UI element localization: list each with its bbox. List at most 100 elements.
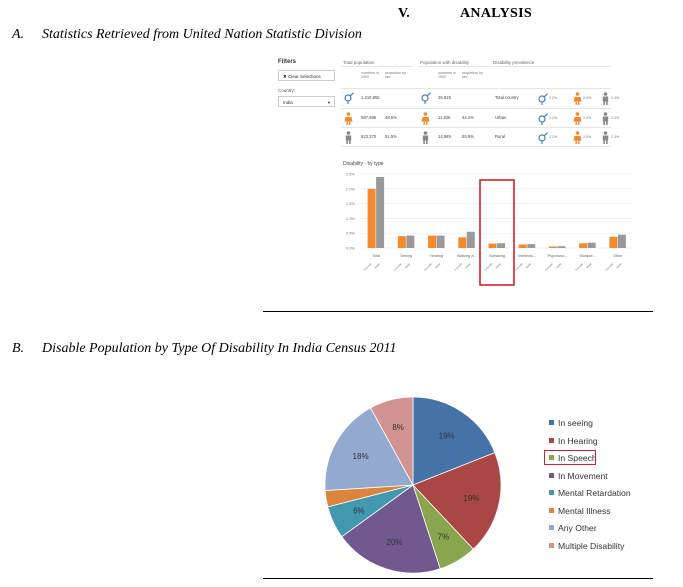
legend-label: In Speech xyxy=(558,453,597,463)
legend-label: Mental Retardation xyxy=(558,488,631,498)
bar-female xyxy=(518,244,527,248)
subsection-a-label: A. xyxy=(12,27,25,42)
male-person-icon xyxy=(422,131,429,144)
x-category-label: Psychoso... xyxy=(548,254,568,258)
gender-symbol-icon xyxy=(537,131,549,149)
pie-legend-item: In Movement xyxy=(549,471,608,481)
chevron-down-icon: ▼ xyxy=(327,100,331,105)
pie-slice xyxy=(324,407,414,491)
x-category-label: Walking a... xyxy=(457,254,477,258)
undata-dashboard-screenshot: Filters ✖ Clear Selections Country: Indi… xyxy=(275,56,652,298)
male-person-icon xyxy=(345,131,352,144)
y-tick-label: 1.5% xyxy=(346,201,356,206)
x-sub-label: Male xyxy=(585,262,593,270)
numbers-subhead: numbers in 1000 xyxy=(438,71,456,79)
section-title: ANALYSIS xyxy=(460,6,532,21)
y-tick-label: 1.0% xyxy=(346,216,356,221)
bar-chart-title: Disability - by type xyxy=(343,161,384,167)
pie-slice xyxy=(412,452,502,550)
legend-swatch xyxy=(549,472,554,478)
male-person-icon xyxy=(601,112,610,130)
prevalence-male-value: 2.3% xyxy=(611,116,620,120)
disability-population-male-pct: 55.9% xyxy=(462,134,474,139)
pie-slice-label: 19% xyxy=(439,432,455,441)
pie-slice xyxy=(370,396,414,486)
x-category-label: Hearing xyxy=(430,254,443,258)
pie-legend: In seeing In Hearing In Speech In Movement M… xyxy=(544,418,649,558)
bar-male xyxy=(527,244,536,248)
pie-legend-item: Mental Illness xyxy=(549,506,611,516)
subsection-b-title: Disable Population by Type Of Disability… xyxy=(42,341,397,356)
bar-male xyxy=(497,243,505,248)
prevalence-male-value: 2.4% xyxy=(611,135,620,139)
pie-slice xyxy=(412,396,496,486)
x-category-label: Other xyxy=(613,254,623,258)
numbers-subhead: numbers in 1000 xyxy=(361,71,379,79)
prevalence-all-value: 2.2% xyxy=(549,116,558,120)
male-person-icon xyxy=(601,92,610,110)
x-sub-label: Female xyxy=(423,262,433,272)
total-population-female-pct: 48.5% xyxy=(385,115,397,120)
legend-label: In seeing xyxy=(558,418,593,428)
pie-slice-label: 7% xyxy=(438,533,450,542)
prevalence-male-value: 2.4% xyxy=(611,96,620,100)
total-population-female: 587,585 xyxy=(361,115,377,120)
legend-swatch xyxy=(549,507,554,513)
section-a-rule xyxy=(263,311,653,312)
clear-selections-button[interactable]: ✖ Clear Selections xyxy=(278,70,335,81)
bar-female xyxy=(488,243,497,248)
bar-female xyxy=(458,237,467,248)
legend-label: Mental Illness xyxy=(558,505,611,516)
x-sub-label: Female xyxy=(363,262,373,272)
subsection-b-heading: B. Disable Population by Type Of Disabili… xyxy=(12,341,397,357)
total-population-male-pct: 51.5% xyxy=(385,134,397,139)
y-tick-label: 0.0% xyxy=(346,246,356,251)
proportion-subhead: proportion by sex xyxy=(385,71,406,79)
y-tick-label: 0.5% xyxy=(346,231,356,236)
prevalence-row-label: Total country xyxy=(495,95,519,100)
pie-slice-label: 8% xyxy=(392,423,404,432)
bar-male xyxy=(557,246,566,248)
x-category-label: Multiple... xyxy=(580,254,596,258)
prevalence-female-value: 2.0% xyxy=(583,135,592,139)
x-category-label: Intellectu... xyxy=(518,254,536,258)
legend-label: In Movement xyxy=(558,470,608,481)
section-number: V. xyxy=(398,6,410,21)
bar-female xyxy=(548,246,557,248)
female-person-icon xyxy=(421,112,430,125)
prevalence-row-label: Rural xyxy=(495,134,506,139)
legend-label: In Hearing xyxy=(558,435,598,446)
gender-symbol-icon xyxy=(421,92,431,104)
x-sub-label: Female xyxy=(393,262,403,272)
section-b-rule xyxy=(263,578,653,579)
bar-female xyxy=(397,236,406,248)
population-with-disability-header: Population with disability xyxy=(420,60,470,65)
filters-title: Filters xyxy=(278,59,297,65)
proportion-subhead: proportion by sex xyxy=(462,71,483,79)
female-person-icon xyxy=(344,112,353,125)
pie-legend-item: Any Other xyxy=(549,523,597,533)
x-sub-label: Female xyxy=(574,262,584,272)
female-person-icon xyxy=(573,131,582,149)
subsection-a-heading: A. Statistics Retrieved from United Natio… xyxy=(12,27,362,43)
disability-population-female: 11,826 xyxy=(438,115,451,120)
x-category-label: Total xyxy=(372,254,380,258)
bar-male xyxy=(587,242,596,248)
legend-label: Multiple Disability xyxy=(558,540,625,551)
x-sub-label: Male xyxy=(374,262,382,270)
gender-symbol-icon xyxy=(537,112,549,130)
country-select[interactable]: India ▼ xyxy=(278,96,335,107)
x-sub-label: Male xyxy=(434,262,442,270)
disability-prevalence-header: Disability prevalence xyxy=(493,60,535,65)
x-category-label: Speaking xyxy=(489,254,505,258)
pie-slice-label: 18% xyxy=(353,452,369,461)
prevalence-all-value: 2.2% xyxy=(549,135,558,139)
bar-female xyxy=(428,235,437,248)
x-sub-label: Male xyxy=(555,262,563,270)
bar-male xyxy=(617,234,626,248)
pie-legend-item: In Hearing xyxy=(549,436,598,446)
bar-female xyxy=(579,243,588,248)
pie-legend-item: In seeing xyxy=(549,418,593,428)
bar-female xyxy=(609,236,618,248)
